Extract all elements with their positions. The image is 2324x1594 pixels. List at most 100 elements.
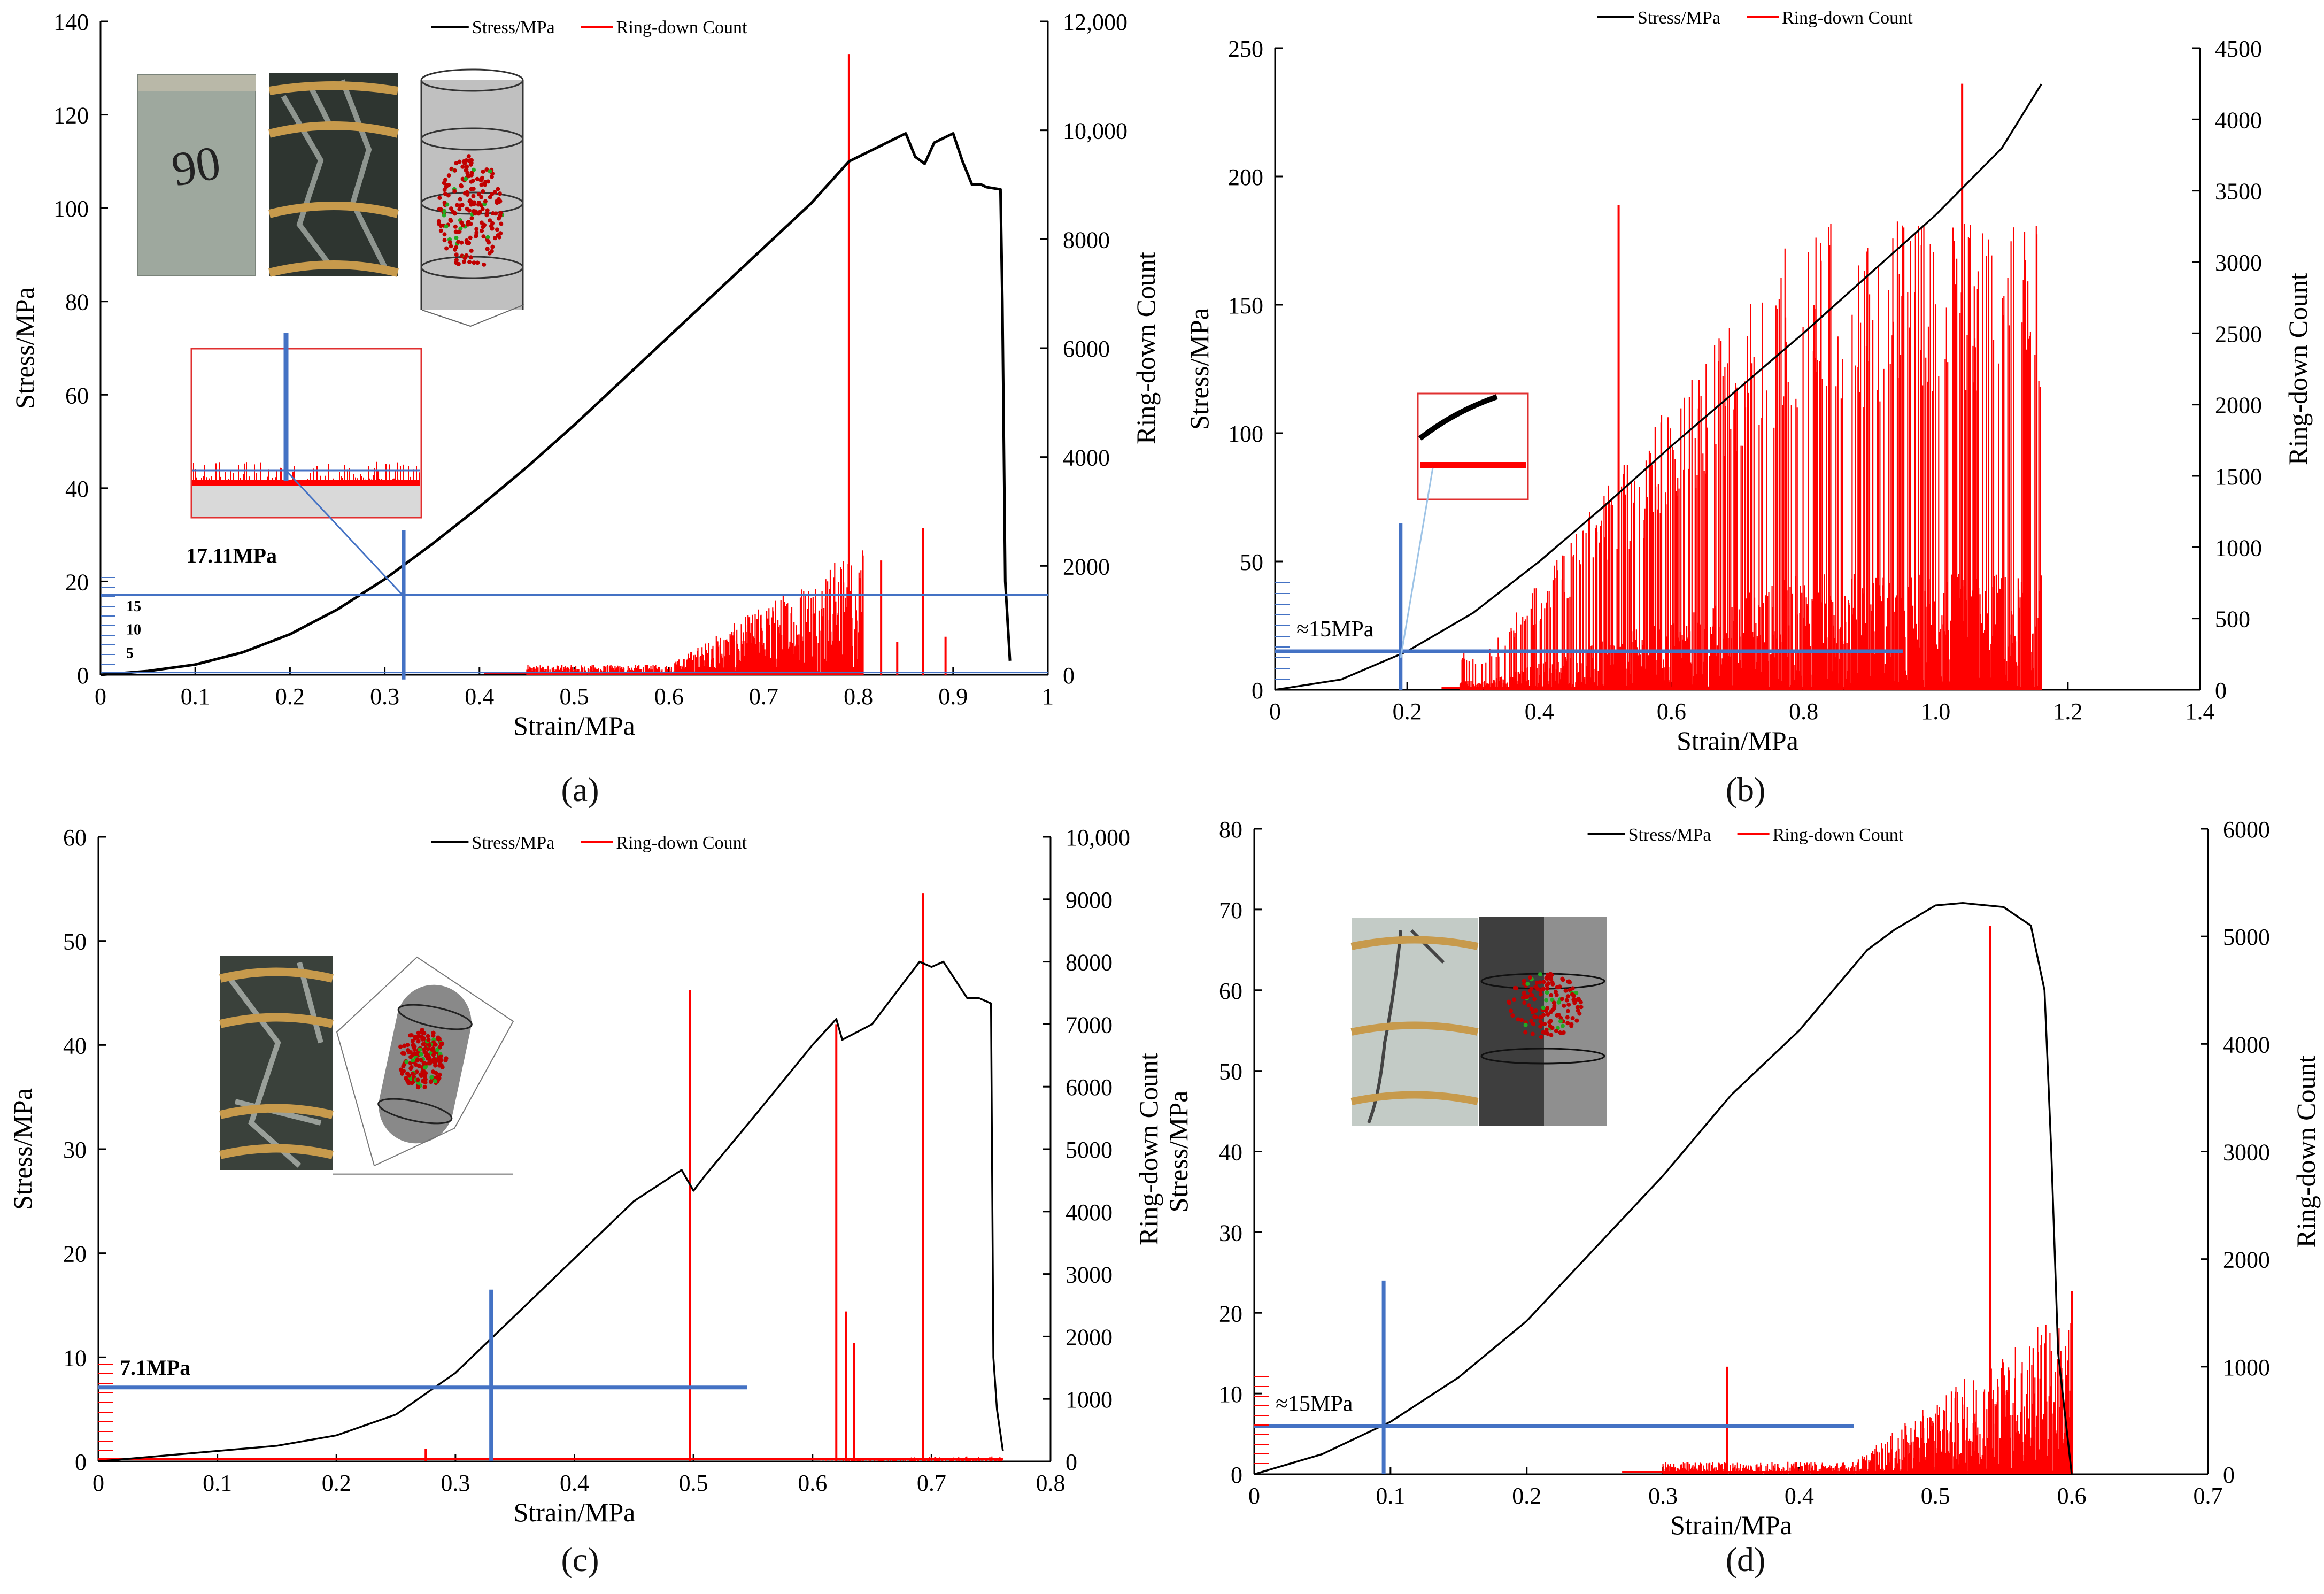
ae-event-dot bbox=[481, 169, 485, 174]
ae-event-dot bbox=[431, 1052, 436, 1057]
ae-event-dot bbox=[1568, 980, 1572, 985]
ae-event-dot bbox=[468, 235, 473, 240]
legend-stress-label: Stress/MPa bbox=[472, 833, 554, 853]
panel-d: 0 0.1 0.2 0.3 0.4 0.5 0.6 0.7010203040506070800… bbox=[1163, 817, 2321, 1540]
ae-event-dot bbox=[449, 206, 453, 211]
ae-event-dot bbox=[493, 211, 498, 216]
ae-event-dot bbox=[426, 1034, 430, 1038]
y-tick-label: 0 bbox=[75, 1449, 87, 1475]
y2-tick-label: 4000 bbox=[1066, 1199, 1113, 1226]
x-tick-label: 0.2 bbox=[1512, 1483, 1541, 1509]
stress-series bbox=[1254, 902, 2073, 1475]
ae-event-dot bbox=[421, 1030, 426, 1035]
ae-event-dot bbox=[1551, 1000, 1556, 1005]
y2-tick-label: 9000 bbox=[1066, 887, 1113, 913]
ae-event-dot bbox=[409, 1065, 414, 1069]
panel-b: 0 0.2 0.4 0.6 0.8 1.0 1.2 1.4050100150200250050… bbox=[1184, 8, 2313, 756]
ae-event-dot bbox=[1565, 994, 1570, 999]
y-tick-label: 50 bbox=[1240, 549, 1263, 575]
ae-event-dot bbox=[499, 221, 504, 226]
y2-tick-label: 7000 bbox=[1066, 1012, 1113, 1038]
ae-event-dot bbox=[1527, 1003, 1532, 1008]
ae-event-dot bbox=[1538, 1015, 1543, 1020]
caption-c: (c) bbox=[561, 1541, 599, 1578]
legend-stress-label: Stress/MPa bbox=[1628, 825, 1711, 845]
ae-event-dot bbox=[442, 213, 446, 218]
ae-event-dot bbox=[1561, 1030, 1566, 1035]
ae-event-dot bbox=[463, 176, 468, 181]
ae-event-dot bbox=[1523, 1030, 1528, 1035]
ae-event-dot bbox=[497, 191, 502, 196]
ae-event-dot bbox=[1559, 997, 1564, 1002]
ae-event-dot bbox=[469, 216, 474, 221]
ae-event-dot bbox=[452, 168, 457, 173]
y-tick-label: 20 bbox=[1219, 1300, 1242, 1327]
x-tick-label: 0.6 bbox=[2057, 1483, 2087, 1509]
ae-event-dot bbox=[484, 211, 489, 216]
ae-3d-locations bbox=[333, 956, 514, 1175]
y-tick-label: 30 bbox=[63, 1137, 87, 1163]
ae-event-dot bbox=[474, 227, 479, 232]
ae-event-dot bbox=[418, 1034, 422, 1039]
ae-event-dot bbox=[460, 164, 465, 169]
y2-tick-label: 3000 bbox=[1066, 1262, 1113, 1288]
ae-event-dot bbox=[479, 220, 484, 225]
ae-event-dot bbox=[1522, 1000, 1527, 1005]
small-scale-label: 10 bbox=[126, 622, 141, 638]
ae-event-dot bbox=[488, 169, 492, 174]
y-tick-label: 120 bbox=[53, 103, 89, 129]
ae-event-dot bbox=[467, 260, 472, 265]
ae-event-dot bbox=[1579, 1005, 1584, 1010]
y2-tick-label: 6000 bbox=[1063, 336, 1110, 362]
ae-event-dot bbox=[485, 238, 490, 243]
ae-event-dot bbox=[422, 1050, 427, 1054]
ae-event-dot bbox=[1554, 1028, 1558, 1033]
peak-stress-label: 17.11MPa bbox=[186, 544, 277, 568]
ae-event-dot bbox=[1541, 980, 1546, 984]
ae-event-dot bbox=[408, 1033, 413, 1038]
ae-event-dot bbox=[1546, 981, 1551, 986]
ae-event-dot bbox=[454, 252, 459, 257]
ae-event-dot bbox=[414, 1051, 419, 1056]
ae-event-dot bbox=[442, 201, 447, 205]
ae-event-dot bbox=[410, 1053, 415, 1058]
specimen-mark: 90 bbox=[168, 136, 225, 196]
ae-event-dot bbox=[1558, 1019, 1563, 1024]
x-tick-label: 0.5 bbox=[679, 1470, 708, 1496]
ae-event-dot bbox=[480, 206, 485, 211]
zoom-inset-a bbox=[190, 333, 422, 597]
y2-tick-label: 500 bbox=[2215, 606, 2250, 633]
ae-event-dot bbox=[438, 228, 443, 233]
x-tick-label: 0.5 bbox=[560, 683, 589, 710]
ae-event-dot bbox=[467, 221, 472, 226]
ae-event-dot bbox=[465, 164, 469, 169]
ae-event-dot bbox=[1538, 980, 1542, 985]
ae-event-dot bbox=[481, 234, 486, 239]
ae-event-dot bbox=[398, 1044, 403, 1049]
ae-event-dot bbox=[467, 158, 472, 163]
ae-event-dot bbox=[1549, 1010, 1554, 1014]
ae-event-dot bbox=[1529, 1007, 1534, 1012]
ae-event-dot bbox=[439, 1042, 444, 1046]
x-tick-label: 0.9 bbox=[938, 683, 968, 710]
ae-event-dot bbox=[459, 220, 464, 225]
ae-event-dot bbox=[1565, 1015, 1570, 1020]
ae-event-dot bbox=[475, 176, 480, 181]
ae-event-dot bbox=[404, 1076, 408, 1081]
ae-event-dot bbox=[443, 191, 447, 196]
ae-event-dot bbox=[426, 1052, 430, 1057]
ae-event-dot bbox=[461, 159, 466, 164]
ae-event-dot bbox=[495, 198, 499, 203]
ae-event-dot bbox=[1570, 986, 1575, 991]
legend-ring-label: Ring-down Count bbox=[616, 18, 747, 37]
ae-event-dot bbox=[1541, 1012, 1546, 1017]
ae-event-dot bbox=[489, 174, 494, 179]
y2-tick-label: 8000 bbox=[1066, 950, 1113, 976]
specimen-photos-c bbox=[219, 956, 514, 1175]
ae-event-dot bbox=[451, 210, 455, 214]
ae-event-dot bbox=[1549, 1033, 1554, 1037]
caption-b: (b) bbox=[1725, 771, 1766, 808]
ae-event-dot bbox=[1566, 1002, 1571, 1007]
ae-event-dot bbox=[454, 245, 459, 250]
x-axis-label: Strain/MPa bbox=[1670, 1510, 1792, 1540]
